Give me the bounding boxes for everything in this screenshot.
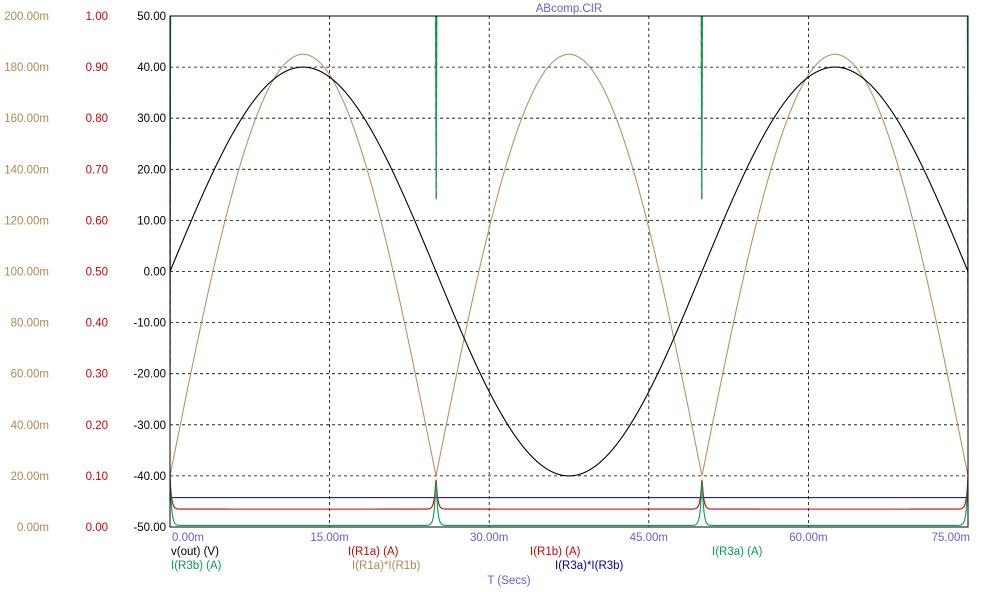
current-tick-label: 0.80 bbox=[86, 113, 108, 125]
series-line-5 bbox=[170, 53, 968, 477]
series-layer bbox=[170, 16, 968, 527]
series-line-0 bbox=[170, 66, 968, 477]
legend-entry: I(R3a)*I(R3b) bbox=[555, 560, 624, 572]
power-tick-label: 200.00m bbox=[4, 11, 49, 23]
current-tick-label: 0.60 bbox=[86, 215, 108, 227]
current-tick-label: 0.40 bbox=[86, 318, 108, 330]
power-tick-label: 120.00m bbox=[4, 215, 49, 227]
x-tick-label: 30.00m bbox=[470, 532, 508, 544]
current-tick-label: 1.00 bbox=[86, 11, 108, 23]
legend: v(out) (V) I(R1a) (A) I(R1b) (A) I(R3a) (A)… bbox=[171, 546, 763, 572]
power-tick-label: 160.00m bbox=[4, 113, 49, 125]
voltage-tick-label: -30.00 bbox=[133, 420, 166, 432]
legend-entry: v(out) (V) bbox=[171, 546, 219, 558]
x-tick-label: 15.00m bbox=[310, 532, 348, 544]
current-tick-label: 0.30 bbox=[86, 369, 108, 381]
voltage-tick-label: 20.00 bbox=[137, 164, 166, 176]
series-line-2 bbox=[170, 475, 968, 510]
current-tick-label: 0.90 bbox=[86, 62, 108, 74]
axis-labels: 50.00 40.00 30.00 20.00 10.00 0.00 -10.00 -20.0… bbox=[4, 11, 970, 544]
legend-entry: I(R3b) (A) bbox=[171, 560, 222, 572]
power-tick-label: 180.00m bbox=[4, 62, 49, 74]
power-tick-label: 40.00m bbox=[11, 420, 49, 432]
x-tick-label: 0.00m bbox=[172, 532, 204, 544]
power-tick-label: 20.00m bbox=[11, 471, 49, 483]
voltage-tick-label: 10.00 bbox=[137, 215, 166, 227]
voltage-tick-label: -10.00 bbox=[133, 318, 166, 330]
current-tick-label: 0.70 bbox=[86, 164, 108, 176]
voltage-tick-label: 40.00 bbox=[137, 62, 166, 74]
x-tick-label: 75.00m bbox=[932, 532, 970, 544]
plot-frame bbox=[169, 15, 969, 528]
series-line-4 bbox=[170, 475, 968, 527]
voltage-tick-label: 0.00 bbox=[144, 267, 166, 279]
voltage-tick-label: 50.00 bbox=[137, 11, 166, 23]
power-tick-label: 100.00m bbox=[4, 267, 49, 279]
voltage-tick-label: 30.00 bbox=[137, 113, 166, 125]
x-axis-label: T (Secs) bbox=[487, 575, 530, 587]
legend-entry: I(R1b) (A) bbox=[530, 546, 581, 558]
current-tick-label: 0.00 bbox=[86, 522, 108, 534]
legend-entry: I(R1a)*I(R1b) bbox=[352, 560, 421, 572]
power-tick-label: 60.00m bbox=[11, 369, 49, 381]
current-tick-label: 0.10 bbox=[86, 471, 108, 483]
power-tick-label: 80.00m bbox=[11, 318, 49, 330]
x-tick-label: 45.00m bbox=[630, 532, 668, 544]
current-tick-label: 0.50 bbox=[86, 267, 108, 279]
chart-title: ABcomp.CIR bbox=[536, 3, 602, 15]
voltage-tick-label: -40.00 bbox=[133, 471, 166, 483]
power-tick-label: 140.00m bbox=[4, 164, 49, 176]
x-tick-label: 60.00m bbox=[789, 532, 827, 544]
voltage-tick-label: -20.00 bbox=[133, 369, 166, 381]
power-tick-label: 0.00m bbox=[17, 522, 49, 534]
voltage-tick-label: -50.00 bbox=[133, 522, 166, 534]
grid bbox=[170, 16, 968, 527]
legend-entry: I(R1a) (A) bbox=[348, 546, 399, 558]
legend-entry: I(R3a) (A) bbox=[712, 546, 763, 558]
current-tick-label: 0.20 bbox=[86, 420, 108, 432]
